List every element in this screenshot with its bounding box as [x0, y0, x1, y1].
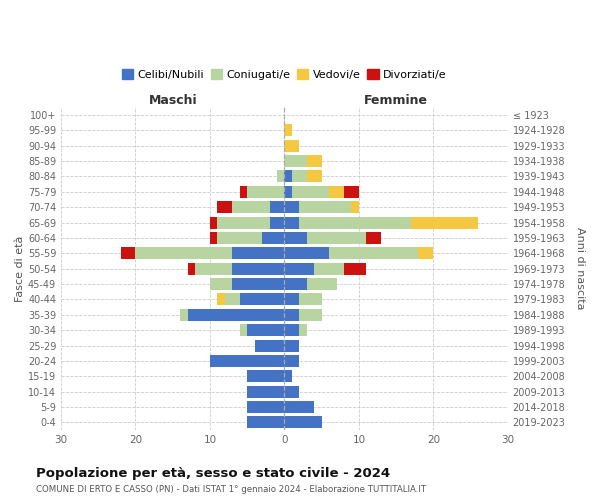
Bar [344, 262, 367, 274]
Bar [299, 294, 322, 306]
Bar [210, 232, 217, 244]
Bar [188, 309, 284, 321]
Bar [367, 232, 381, 244]
Bar [247, 416, 284, 428]
Bar [314, 262, 344, 274]
Bar [292, 170, 307, 182]
Bar [352, 201, 359, 213]
Bar [232, 201, 269, 213]
Bar [329, 186, 344, 198]
Bar [418, 248, 433, 260]
Bar [344, 186, 359, 198]
Bar [269, 216, 284, 228]
Bar [240, 294, 284, 306]
Bar [180, 309, 188, 321]
Legend: Celibi/Nubili, Coniugati/e, Vedovi/e, Divorziati/e: Celibi/Nubili, Coniugati/e, Vedovi/e, Di… [118, 64, 451, 84]
Bar [269, 201, 284, 213]
Bar [284, 155, 307, 167]
Bar [284, 248, 329, 260]
Bar [284, 309, 299, 321]
Bar [217, 216, 269, 228]
Bar [284, 216, 299, 228]
Bar [188, 262, 195, 274]
Bar [247, 386, 284, 398]
Bar [307, 232, 367, 244]
Bar [210, 355, 284, 367]
Bar [284, 416, 322, 428]
Bar [247, 370, 284, 382]
Bar [299, 216, 411, 228]
Bar [307, 170, 322, 182]
Bar [284, 386, 299, 398]
Bar [284, 324, 299, 336]
Bar [299, 309, 322, 321]
Bar [284, 370, 292, 382]
Text: COMUNE DI ERTO E CASSO (PN) - Dati ISTAT 1° gennaio 2024 - Elaborazione TUTTITAL: COMUNE DI ERTO E CASSO (PN) - Dati ISTAT… [36, 486, 426, 494]
Bar [217, 201, 232, 213]
Bar [210, 216, 217, 228]
Bar [247, 186, 284, 198]
Bar [121, 248, 136, 260]
Bar [284, 201, 299, 213]
Text: Femmine: Femmine [364, 94, 428, 107]
Bar [284, 232, 307, 244]
Bar [247, 324, 284, 336]
Bar [284, 186, 292, 198]
Bar [284, 140, 299, 151]
Bar [210, 278, 232, 290]
Bar [254, 340, 284, 351]
Y-axis label: Anni di nascita: Anni di nascita [575, 228, 585, 310]
Bar [307, 278, 337, 290]
Bar [240, 324, 247, 336]
Bar [277, 170, 284, 182]
Bar [232, 278, 284, 290]
Y-axis label: Fasce di età: Fasce di età [15, 236, 25, 302]
Bar [284, 401, 314, 413]
Bar [411, 216, 478, 228]
Bar [240, 186, 247, 198]
Bar [232, 262, 284, 274]
Bar [284, 278, 307, 290]
Bar [262, 232, 284, 244]
Bar [217, 232, 262, 244]
Bar [232, 248, 284, 260]
Bar [284, 170, 292, 182]
Bar [217, 294, 225, 306]
Bar [299, 324, 307, 336]
Bar [225, 294, 240, 306]
Bar [307, 155, 322, 167]
Bar [329, 248, 418, 260]
Bar [195, 262, 232, 274]
Bar [284, 340, 299, 351]
Text: Maschi: Maschi [148, 94, 197, 107]
Text: Popolazione per età, sesso e stato civile - 2024: Popolazione per età, sesso e stato civil… [36, 468, 390, 480]
Bar [284, 355, 299, 367]
Bar [292, 186, 329, 198]
Bar [299, 201, 352, 213]
Bar [247, 401, 284, 413]
Bar [284, 262, 314, 274]
Bar [284, 124, 292, 136]
Bar [136, 248, 232, 260]
Bar [284, 294, 299, 306]
